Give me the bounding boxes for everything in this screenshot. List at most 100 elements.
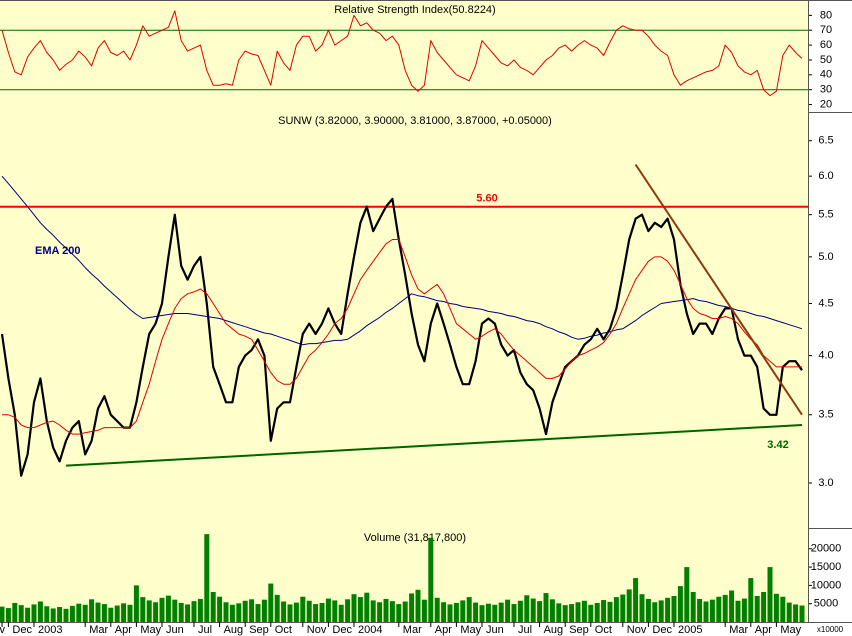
horizontal-line-label: 5.60 [476, 193, 497, 205]
x-tick-label: Dec [12, 624, 32, 636]
volume-bar [191, 601, 197, 622]
volume-bar [172, 599, 178, 622]
volume-bar [709, 599, 715, 622]
volume-bar [121, 603, 127, 622]
volume-bar [82, 604, 88, 622]
x-tick-label: Oct [275, 624, 292, 636]
x-tick-label: Jul [198, 624, 212, 636]
trend-line [65, 423, 803, 467]
y-tick-label: 4.0 [818, 350, 833, 362]
volume-bar [306, 600, 312, 622]
volume-bar [716, 596, 722, 622]
x-tick-label: Sep [249, 624, 269, 636]
volume-bar [767, 567, 773, 622]
volume-bar [793, 604, 799, 622]
volume-bar [197, 598, 203, 622]
y-tick-label: 5000 [814, 598, 838, 610]
volume-bar [575, 602, 581, 622]
volume-bar [249, 599, 255, 622]
volume-bar [530, 598, 536, 622]
series-line [2, 239, 802, 435]
x-tick-label: Sep [569, 624, 589, 636]
volume-bar [127, 604, 133, 622]
trend-line-label: 3.42 [767, 439, 788, 451]
series-line [1, 175, 803, 346]
volume-bar [76, 603, 82, 622]
volume-bar [332, 600, 338, 622]
volume-bar [498, 602, 504, 622]
volume-bar [729, 590, 735, 622]
volume-bar [268, 583, 274, 622]
x-tick-label: May [780, 624, 801, 636]
y-tick-label: 40 [820, 69, 832, 81]
y-tick-label: 5.0 [818, 251, 833, 263]
volume-bar [242, 600, 248, 622]
volume-bar [485, 603, 491, 622]
volume-bar [50, 608, 56, 622]
volume-bar [236, 603, 242, 622]
volume-bar [57, 606, 63, 622]
volume-bar [165, 595, 171, 622]
y-tick-label: 50 [820, 54, 832, 66]
volume-bar [645, 598, 651, 622]
volume-bar [12, 602, 18, 622]
x-tick-label: Mar [89, 624, 108, 636]
volume-bar [441, 602, 447, 622]
volume-bar [434, 597, 440, 622]
x-tick-label: Mar [729, 624, 748, 636]
series-line [1, 10, 803, 97]
volume-bar [409, 593, 415, 622]
x-tick-label: 2003 [38, 624, 62, 636]
volume-bar [722, 594, 728, 622]
volume-bar [210, 591, 216, 622]
volume-bar [338, 604, 344, 622]
volume-bar [101, 604, 107, 622]
x-tick-label: Jun [486, 624, 504, 636]
volume-bar [255, 604, 261, 622]
volume-unit: x10000 [817, 625, 844, 634]
volume-bar [37, 601, 43, 622]
panel-background [0, 1, 808, 112]
volume-bar [479, 605, 485, 622]
volume-bar [421, 599, 427, 622]
volume-bar [370, 600, 376, 622]
panel-title: SUNW (3.82000, 3.90000, 3.81000, 3.87000… [278, 115, 552, 127]
volume-bar [562, 605, 568, 622]
x-tick-label: Mar [403, 624, 422, 636]
volume-bar [761, 591, 767, 622]
volume-bar [581, 600, 587, 622]
volume-bar [95, 602, 101, 622]
volume-bar [185, 604, 191, 622]
volume-bar [274, 594, 280, 622]
volume-bar [517, 600, 523, 622]
volume-bar [319, 602, 325, 622]
volume-bar [0, 606, 5, 622]
y-tick-label: 3.5 [818, 409, 833, 421]
volume-bar [703, 601, 709, 622]
volume-bar [18, 605, 24, 622]
x-tick-label: Oct [595, 624, 612, 636]
panel-background [0, 112, 808, 528]
x-tick-label: Aug [224, 624, 244, 636]
y-tick-label: 10000 [811, 579, 842, 591]
volume-bar [44, 606, 50, 622]
volume-bar [402, 601, 408, 622]
y-tick-label: 6.5 [818, 135, 833, 147]
x-tick-label: 2004 [358, 624, 382, 636]
volume-bar [447, 604, 453, 622]
volume-bar [351, 594, 357, 622]
volume-bar [261, 599, 267, 622]
volume-bar [741, 598, 747, 622]
volume-bar [293, 602, 299, 622]
volume-bar [799, 605, 805, 622]
volume-bar [690, 591, 696, 622]
series-line [0, 197, 803, 477]
x-tick-label: Aug [544, 624, 564, 636]
y-tick-label: 4.5 [818, 297, 833, 309]
volume-bar [780, 596, 786, 622]
volume-bar [549, 599, 555, 622]
x-tick-label: May [460, 624, 481, 636]
volume-bar [453, 602, 459, 622]
volume-bar [89, 599, 95, 622]
